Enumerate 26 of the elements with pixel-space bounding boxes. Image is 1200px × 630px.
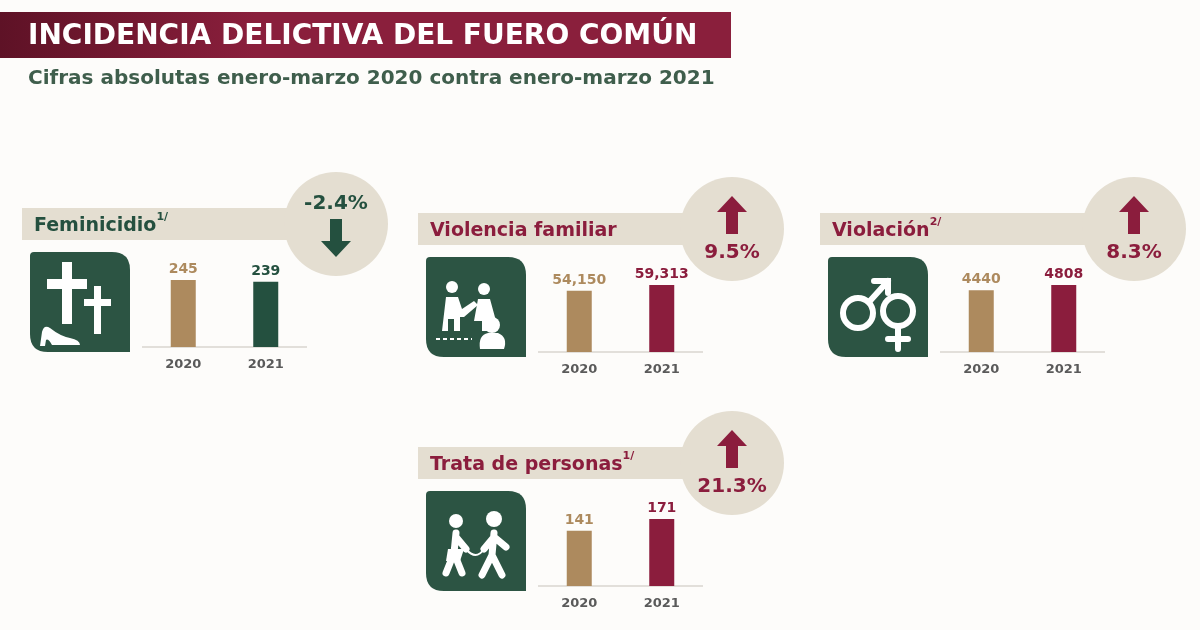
- chart-title: Violencia familiar: [430, 217, 617, 242]
- chart-title: Feminicidio$^{1/}$: [34, 210, 169, 237]
- text: 9.5%: [704, 239, 760, 263]
- x-tick-label: 2020: [165, 356, 202, 371]
- data-label: 141: [564, 510, 594, 527]
- x-tick-label: 2020: [963, 361, 1000, 376]
- data-label: 54,150: [552, 270, 607, 287]
- text: Cifras absolutas enero-marzo 2020 contra enero-marzo 2021: [28, 64, 715, 90]
- data-label: 171: [647, 499, 677, 515]
- data-label: 245: [168, 260, 198, 276]
- x-tick-label: 2021: [247, 356, 284, 371]
- data-label: 4808: [1044, 265, 1084, 281]
- x-tick-label: 2021: [1045, 361, 1082, 376]
- text: -2.4%: [304, 190, 368, 214]
- data-label: 59,313: [634, 265, 689, 281]
- x-tick-label: 2020: [561, 361, 598, 376]
- text: 8.3%: [1106, 239, 1162, 263]
- text: INCIDENCIA DELICTIVA DEL FUERO COMÚN: [28, 16, 698, 53]
- chart-title: Violación$^{2/}$: [832, 215, 942, 242]
- text: 21.3%: [697, 473, 767, 497]
- data-label: 4440: [961, 270, 1001, 287]
- data-label: 239: [251, 261, 281, 278]
- x-tick-label: 2021: [643, 361, 680, 376]
- x-tick-label: 2021: [643, 595, 680, 610]
- x-tick-label: 2020: [561, 595, 598, 610]
- chart-title: Trata de personas$^{1/}$: [430, 449, 635, 476]
